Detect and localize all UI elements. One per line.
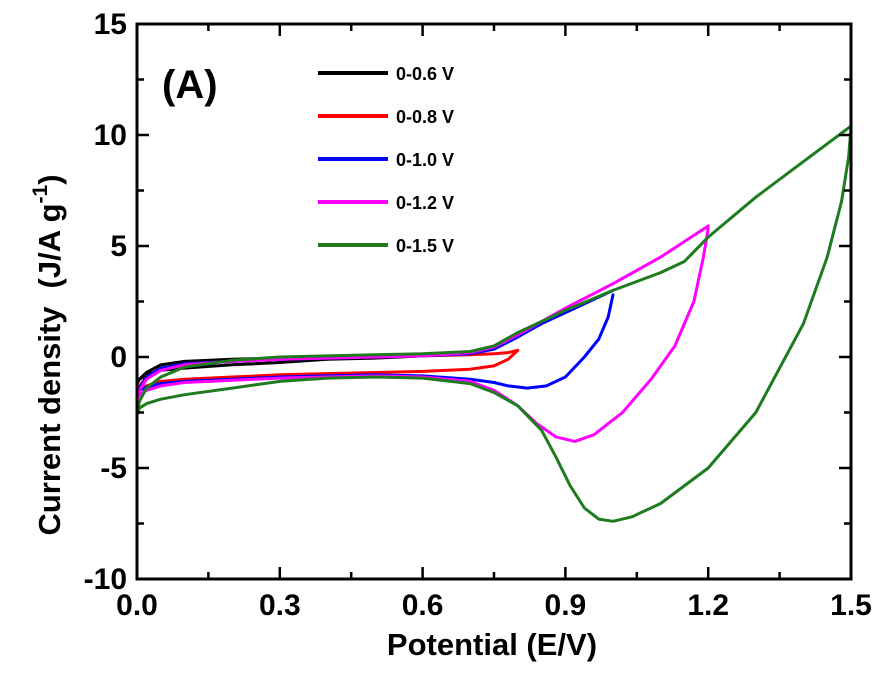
y-tick-label-4: 10 <box>94 119 127 152</box>
legend-label-0: 0-0.6 V <box>396 64 454 84</box>
y-axis-title: Current density (J/A g-1) <box>29 174 67 535</box>
series-line-4 <box>135 124 853 523</box>
y-axis-title-exponent: -1 <box>29 184 52 203</box>
legend: 0-0.6 V 0-0.8 V 0-1.0 V 0-1.2 V 0-1.5 V <box>318 64 454 256</box>
legend-label-4: 0-1.5 V <box>396 236 454 256</box>
panel-label: (A) <box>162 63 218 107</box>
plot-curves <box>135 124 853 523</box>
legend-label-2: 0-1.0 V <box>396 150 454 170</box>
y-tick-label-0: -10 <box>84 563 127 596</box>
x-tick-label-4: 1.2 <box>687 589 729 622</box>
series-line-2 <box>135 288 615 397</box>
series-line-3 <box>135 224 710 443</box>
y-axis-title-close: ) <box>32 174 67 184</box>
x-tick-label-2: 0.6 <box>402 589 444 622</box>
axis-ticks <box>135 22 853 581</box>
x-tick-label-5: 1.5 <box>830 589 872 622</box>
plot-frame <box>135 22 853 581</box>
x-tick-label-3: 0.9 <box>545 589 587 622</box>
y-axis-title-unit: (J/A g <box>32 203 67 288</box>
y-tick-label-3: 5 <box>110 230 127 263</box>
x-axis-title: Potential (E/V) <box>387 627 597 662</box>
x-tick-label-1: 0.3 <box>259 589 301 622</box>
legend-label-1: 0-0.8 V <box>396 107 454 127</box>
y-tick-label-5: 15 <box>94 8 127 41</box>
legend-label-3: 0-1.2 V <box>396 193 454 213</box>
y-axis-title-main: Current density <box>32 306 67 536</box>
y-tick-label-1: -5 <box>100 452 127 485</box>
axis-tick-labels: 0.0 0.3 0.6 0.9 1.2 1.5 -10 -5 0 5 10 15 <box>84 8 872 622</box>
x-tick-label-0: 0.0 <box>116 589 158 622</box>
y-tick-label-2: 0 <box>110 341 127 374</box>
